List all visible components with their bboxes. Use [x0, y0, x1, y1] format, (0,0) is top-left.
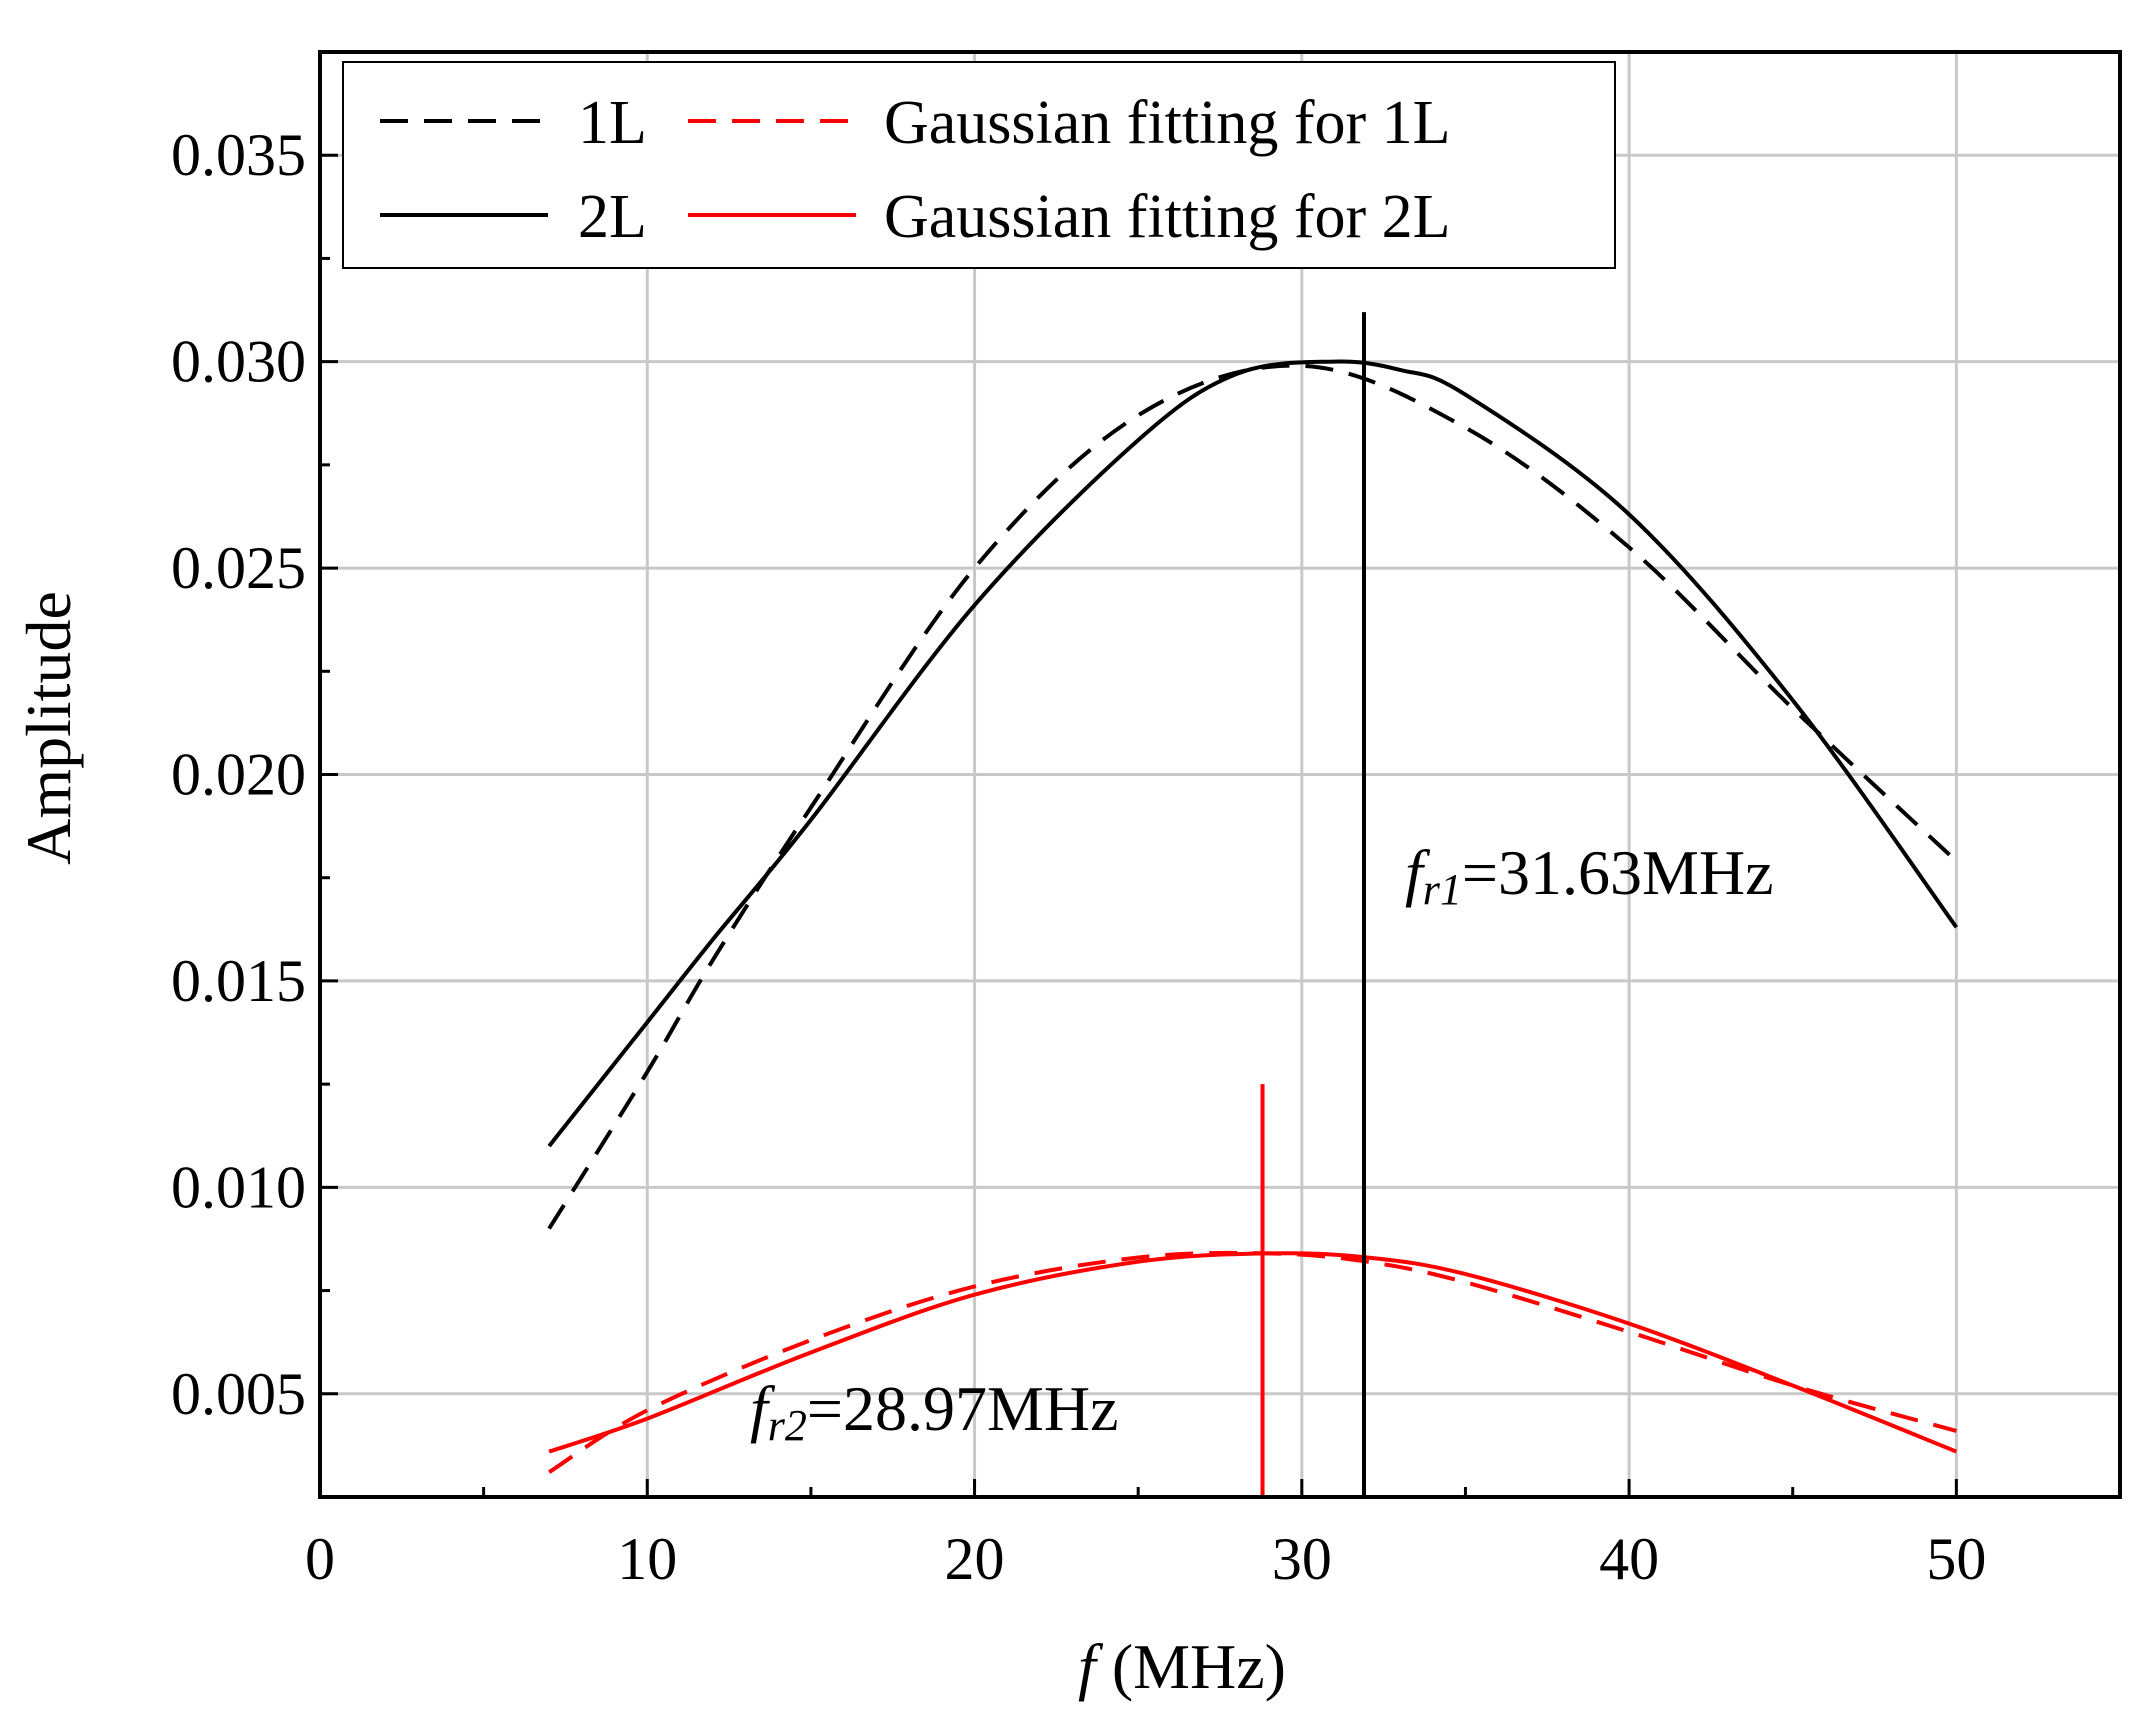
- y-tick-label: 0.025: [171, 535, 306, 601]
- legend-label-gaussian-2l: Gaussian fitting for 2L: [884, 183, 1451, 251]
- series-gaussian-2l-line: [548, 1251, 1958, 1454]
- y-tick-label: 0.030: [171, 329, 306, 395]
- series-1l-line: [547, 363, 1958, 1230]
- annotation-fr1-value: =31.63MHz: [1462, 837, 1774, 908]
- y-tick-label: 0.005: [171, 1361, 306, 1427]
- x-tick-label: 10: [617, 1526, 677, 1592]
- grid: [320, 52, 2120, 1497]
- legend: 1L Gaussian fitting for 1L 2L Gaussian f…: [342, 61, 1616, 269]
- x-tick-label: 0: [305, 1526, 335, 1592]
- legend-label-1l: 1L: [578, 89, 647, 157]
- y-tick-label: 0.020: [171, 742, 306, 808]
- y-tick-label: 0.015: [171, 948, 306, 1014]
- y-tick-label: 0.010: [171, 1154, 306, 1220]
- series-2l-line: [547, 359, 1959, 1148]
- x-tick-label: 50: [1926, 1526, 1986, 1592]
- x-tick-label: 30: [1272, 1526, 1332, 1592]
- annotation-fr2-subscript: r2: [768, 1401, 807, 1450]
- tick-layer: 0 10 20 30 40 50 0.005 0.010 0.015 0.020 0.025 0.03…: [171, 122, 1986, 1592]
- legend-box: [342, 61, 1616, 269]
- y-tick-label: 0.035: [171, 122, 306, 188]
- x-tick-label: 40: [1599, 1526, 1659, 1592]
- y-axis-title: Amplitude: [13, 591, 84, 865]
- marker-layer: [1260, 312, 1366, 1497]
- legend-label-gaussian-1l: Gaussian fitting for 1L: [884, 89, 1451, 157]
- x-axis-title: f (MHz): [1078, 1631, 1286, 1702]
- x-tick-label: 20: [945, 1526, 1005, 1592]
- series-layer: [547, 359, 1959, 1474]
- annotation-fr2: fr2=28.97MHz: [750, 1373, 1119, 1450]
- annotation-fr1-subscript: r1: [1423, 865, 1462, 914]
- annotation-fr2-value: =28.97MHz: [807, 1373, 1119, 1444]
- x-axis-title-unit: (MHz): [1096, 1631, 1286, 1702]
- annotation-fr1: fr1=31.63MHz: [1405, 837, 1774, 914]
- legend-label-2l: 2L: [578, 183, 647, 251]
